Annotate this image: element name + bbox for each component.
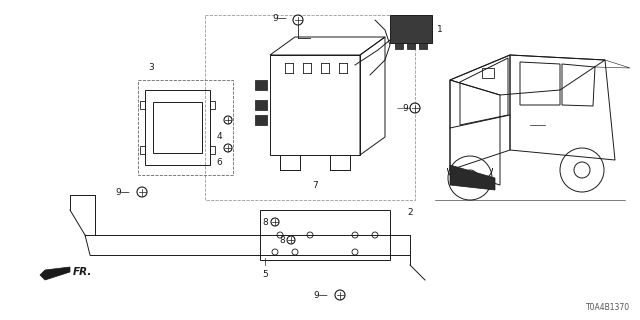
- Polygon shape: [450, 165, 495, 190]
- Text: FR.: FR.: [73, 267, 92, 277]
- Text: 2: 2: [408, 208, 413, 217]
- Bar: [153, 102, 202, 153]
- Bar: [482, 68, 494, 78]
- Text: 9—: 9—: [272, 13, 287, 22]
- Bar: [145, 90, 210, 165]
- Text: 4: 4: [216, 132, 222, 141]
- Bar: [255, 100, 267, 110]
- Bar: [140, 146, 145, 154]
- Bar: [260, 210, 390, 260]
- Bar: [255, 115, 267, 125]
- Text: 9: 9: [403, 103, 408, 113]
- Text: 1: 1: [437, 25, 443, 34]
- Polygon shape: [40, 267, 70, 280]
- Bar: [395, 43, 403, 49]
- Bar: [140, 101, 145, 109]
- Text: 8: 8: [262, 218, 268, 227]
- Bar: [390, 15, 432, 43]
- Text: 9—: 9—: [115, 188, 130, 196]
- Bar: [210, 101, 215, 109]
- Bar: [210, 146, 215, 154]
- Text: 9—: 9—: [313, 291, 328, 300]
- Text: 3: 3: [148, 63, 154, 72]
- Text: T0A4B1370: T0A4B1370: [586, 303, 630, 312]
- Bar: [255, 80, 267, 90]
- Bar: [407, 43, 415, 49]
- Bar: [205, 15, 415, 200]
- Text: 8: 8: [279, 236, 285, 244]
- Bar: [419, 43, 427, 49]
- Text: 7: 7: [312, 180, 318, 189]
- Bar: [138, 80, 233, 175]
- Text: 5: 5: [262, 270, 268, 279]
- Text: 6: 6: [216, 158, 222, 167]
